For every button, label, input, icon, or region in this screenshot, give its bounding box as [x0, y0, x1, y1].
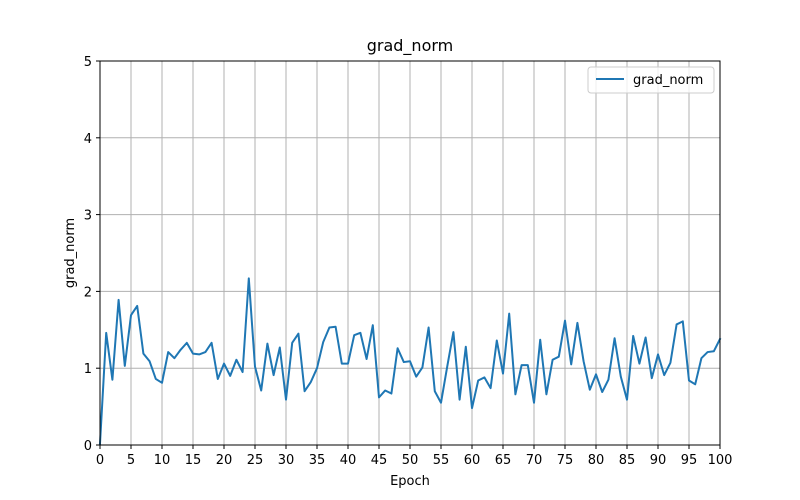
y-axis-ticks: 0 1 2 3 4 5: [84, 55, 100, 454]
series-line-grad_norm: [98, 277, 722, 445]
x-axis-ticks: 0 5 10 15 20 25 30 35 40 45 50 55 60 65 70 75 80 85 90 95 10…: [96, 445, 733, 468]
y-tick-label: 1: [84, 362, 92, 377]
x-tick-label: 10: [154, 453, 171, 468]
x-axis-label: Epoch: [390, 474, 430, 489]
legend-label: grad_norm: [633, 73, 703, 88]
y-tick-label: 0: [84, 439, 92, 454]
x-tick-label: 55: [433, 453, 450, 468]
x-tick-label: 15: [185, 453, 202, 468]
series-layer: [98, 277, 722, 445]
x-tick-label: 95: [681, 453, 698, 468]
grid-lines: [99, 60, 721, 446]
x-tick-label: 45: [371, 453, 388, 468]
x-tick-label: 40: [340, 453, 357, 468]
x-tick-label: 5: [127, 453, 135, 468]
y-tick-label: 3: [84, 209, 92, 224]
x-tick-label: 75: [557, 453, 574, 468]
y-tick-label: 2: [84, 285, 92, 300]
x-tick-label: 20: [216, 453, 233, 468]
y-tick-label: 4: [84, 132, 92, 147]
x-tick-label: 50: [402, 453, 419, 468]
y-axis-label: grad_norm: [63, 218, 78, 288]
legend: grad_norm: [587, 66, 715, 94]
x-tick-label: 35: [309, 453, 326, 468]
y-tick-label: 5: [84, 55, 92, 70]
legend-box: [587, 66, 715, 94]
x-tick-label: 30: [278, 453, 295, 468]
chart-title: grad_norm: [367, 36, 454, 56]
x-tick-label: 80: [588, 453, 605, 468]
x-tick-label: 90: [650, 453, 667, 468]
x-tick-label: 70: [526, 453, 543, 468]
x-tick-label: 100: [708, 453, 733, 468]
x-tick-label: 85: [619, 453, 636, 468]
x-tick-label: 0: [96, 453, 104, 468]
x-tick-label: 60: [464, 453, 481, 468]
x-tick-label: 25: [247, 453, 264, 468]
x-tick-label: 65: [495, 453, 512, 468]
